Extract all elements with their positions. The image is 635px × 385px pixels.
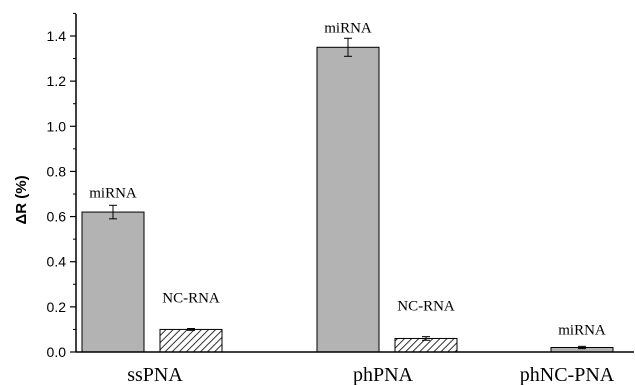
bar-label: NC-RNA — [397, 299, 455, 315]
bar-label: miRNA — [324, 20, 372, 36]
x-category-label: phNC-PNA — [520, 364, 615, 385]
y-tick-label: 0.8 — [47, 163, 67, 179]
bar-label: miRNA — [558, 322, 606, 338]
y-tick-label: 0.4 — [47, 254, 67, 270]
y-axis-title: ΔR (%) — [13, 175, 30, 224]
bar-sspna-mirna — [82, 212, 144, 352]
bar-phpna-mirna — [317, 47, 379, 352]
bar-label: NC-RNA — [162, 291, 220, 307]
y-tick-label: 0.2 — [47, 299, 67, 315]
y-tick-label: 0.0 — [47, 344, 67, 360]
bar-sspna-nc-rna — [160, 329, 222, 352]
y-tick-label: 1.4 — [47, 28, 67, 44]
bars-layer: miRNA NC-RNA miRNA NC-RNA miRNA — [82, 20, 613, 352]
y-tick-label: 1.0 — [47, 118, 67, 134]
y-tick-label: 0.6 — [47, 209, 67, 225]
x-category-label: ssPNA — [127, 364, 183, 385]
x-category-label: phPNA — [353, 364, 414, 385]
bar-label: miRNA — [89, 185, 137, 201]
y-tick-label: 1.2 — [47, 73, 67, 89]
